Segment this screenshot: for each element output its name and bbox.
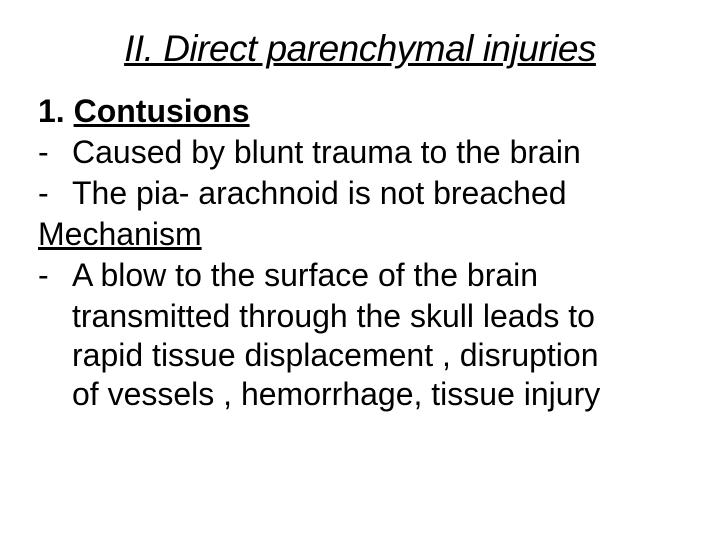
slide-title: II. Direct parenchymal injuries bbox=[38, 28, 682, 70]
bullet-text: The pia- arachnoid is not breached bbox=[72, 174, 682, 213]
bullet-continuation: transmitted through the skull leads to bbox=[38, 297, 682, 336]
bullet-dash: - bbox=[38, 133, 72, 172]
bullet-item: - A blow to the surface of the brain bbox=[38, 256, 682, 295]
bullet-item: - Caused by blunt trauma to the brain bbox=[38, 133, 682, 172]
heading-text: Contusions bbox=[74, 93, 250, 129]
bullet-dash: - bbox=[38, 256, 72, 295]
slide-body: 1. Contusions - Caused by blunt trauma t… bbox=[38, 92, 682, 414]
subheading: Mechanism bbox=[38, 215, 682, 254]
bullet-text: A blow to the surface of the brain bbox=[72, 256, 682, 295]
bullet-dash: - bbox=[38, 174, 72, 213]
bullet-continuation: rapid tissue displacement , disruption bbox=[38, 336, 682, 375]
bullet-continuation: of vessels , hemorrhage, tissue injury bbox=[38, 375, 682, 414]
bullet-text: Caused by blunt trauma to the brain bbox=[72, 133, 682, 172]
heading-number: 1. bbox=[38, 93, 74, 129]
section-heading: 1. Contusions bbox=[38, 92, 682, 131]
bullet-item: - The pia- arachnoid is not breached bbox=[38, 174, 682, 213]
